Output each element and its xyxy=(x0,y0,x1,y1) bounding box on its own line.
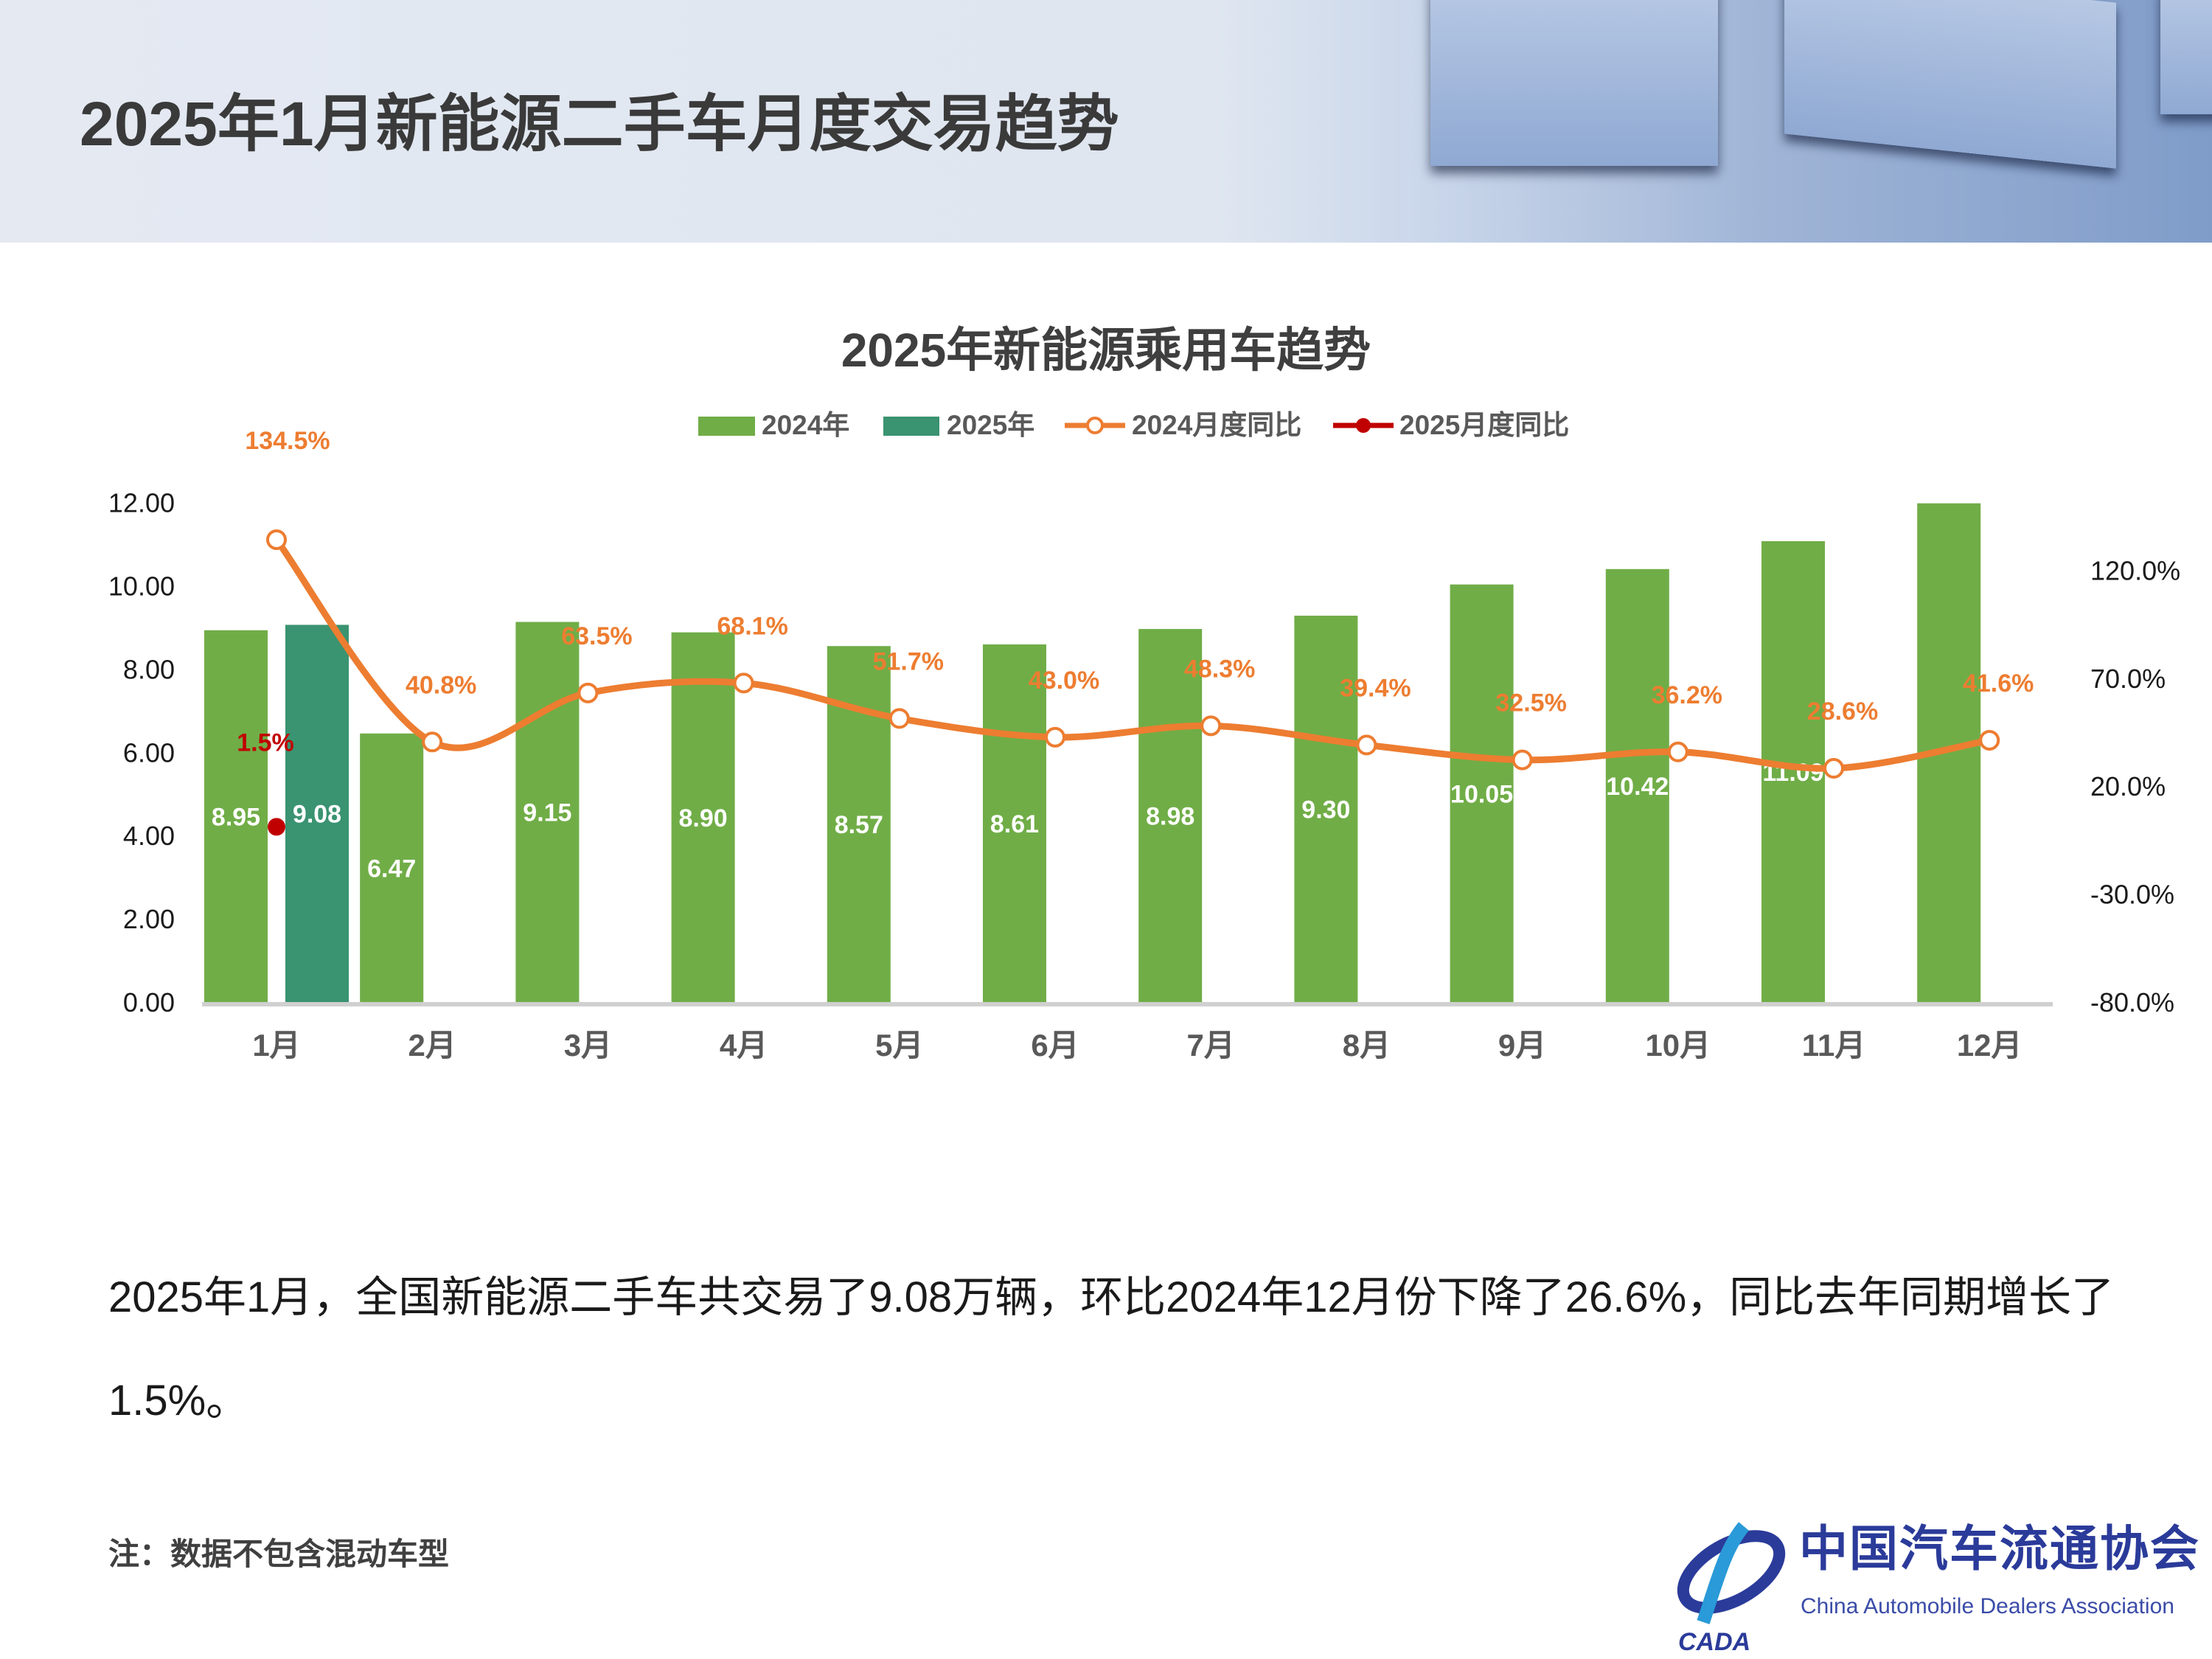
bar-label-2024: 8.98 xyxy=(1146,803,1194,831)
x-tick-label: 7月 xyxy=(1187,1028,1235,1062)
line-label-2024-yoy: 68.1% xyxy=(717,612,787,640)
combo-chart: 0.00 2.00 4.00 6.00 8.00 10.00 12.00 -80.0% -30.… xyxy=(108,427,2180,1062)
bar-2024 xyxy=(1761,540,1825,1003)
bar-label-2024: 8.95 xyxy=(212,803,260,831)
legend-swatch-2025 xyxy=(883,417,939,436)
header-decoration-cube xyxy=(2160,0,2212,114)
legend-swatch-2025-yoy xyxy=(1333,418,1394,433)
line-label-2024-yoy: 41.6% xyxy=(1963,669,2034,698)
line-label-2024-yoy: 43.0% xyxy=(1029,667,1099,695)
line-label-2024-yoy: 32.5% xyxy=(1495,689,1566,717)
x-tick-label: 5月 xyxy=(875,1028,923,1062)
x-tick-label: 2月 xyxy=(408,1028,456,1062)
x-tick-label: 11月 xyxy=(1802,1028,1865,1062)
line-point-2024-yoy xyxy=(577,682,599,703)
bar-2024 xyxy=(1294,616,1358,1003)
chart-legend: 2024年 2025年 2024月度同比 2025月度同比 xyxy=(0,409,2212,442)
y-left-tick-label: 4.00 xyxy=(123,821,175,851)
x-tick-label: 10月 xyxy=(1645,1028,1711,1062)
legend-label-2025-yoy: 2025月度同比 xyxy=(1399,410,1570,440)
footnote: 注：数据不包含混动车型 xyxy=(108,1537,450,1571)
line-point-2024-yoy xyxy=(266,529,287,550)
line-point-2024-yoy xyxy=(1045,726,1065,748)
bar-label-2024: 9.30 xyxy=(1301,796,1350,824)
line-point-2024-yoy xyxy=(1979,729,2000,751)
bar-2024 xyxy=(1138,629,1203,1003)
bar-2024 xyxy=(983,644,1046,1003)
logo-en: China Automobile Dealers Association xyxy=(1801,1594,2174,1618)
y-left-tick-label: 6.00 xyxy=(123,737,175,768)
bar-label-2024: 10.05 xyxy=(1450,780,1513,808)
cada-logo: CADA 中国汽车流通协会 China Automobile Dealers A… xyxy=(1674,1519,2205,1659)
legend-label-2025: 2025年 xyxy=(947,410,1035,440)
bar-label-2024: 10.42 xyxy=(1606,773,1669,801)
line-label-2024-yoy: 134.5% xyxy=(245,427,330,455)
x-tick-label: 1月 xyxy=(252,1028,300,1062)
x-tick-label: 6月 xyxy=(1031,1028,1079,1062)
header-banner: 2025年1月新能源二手车月度交易趋势 xyxy=(0,0,2212,243)
page-title: 2025年1月新能源二手车月度交易趋势 xyxy=(80,89,1119,159)
y-left-tick-label: 12.00 xyxy=(108,488,175,518)
line-point-2024-yoy xyxy=(1512,749,1533,771)
y-left-tick-label: 10.00 xyxy=(108,571,175,602)
line-point-2024-yoy xyxy=(1356,734,1377,756)
bar-2024 xyxy=(204,630,268,1003)
line-point-2024-yoy xyxy=(1200,715,1222,737)
summary-text: 2025年1月，全国新能源二手车共交易了9.08万辆，环比2024年12月份下降… xyxy=(108,1273,2115,1425)
line-point-2024-yoy xyxy=(888,708,910,729)
bar-label-2024: 8.57 xyxy=(835,811,883,839)
y-right-tick-label: 120.0% xyxy=(2090,555,2180,585)
x-tick-label: 3月 xyxy=(564,1028,612,1062)
x-tick-label: 8月 xyxy=(1343,1028,1391,1062)
line-point-2024-yoy xyxy=(733,672,754,694)
line-label-2024-yoy: 48.3% xyxy=(1184,655,1255,683)
line-label-2024-yoy: 40.8% xyxy=(406,671,476,699)
line-point-2024-yoy xyxy=(1667,741,1688,762)
bar-label-2025: 9.08 xyxy=(293,801,341,829)
bar-2024 xyxy=(1605,568,1669,1003)
bar-2025 xyxy=(285,625,349,1003)
legend-label-2024: 2024年 xyxy=(762,410,850,440)
bar-2024 xyxy=(671,632,735,1003)
y-right-tick-label: -80.0% xyxy=(2090,987,2174,1018)
bar-2024 xyxy=(360,733,424,1003)
bar-label-2024: 8.61 xyxy=(990,810,1039,838)
line-label-2024-yoy: 36.2% xyxy=(1652,681,1722,709)
header-decoration-cube xyxy=(1430,0,1718,166)
line-label-2024-yoy: 51.7% xyxy=(873,647,944,675)
line-label-2024-yoy: 63.5% xyxy=(561,622,632,650)
line-label-2024-yoy: 28.6% xyxy=(1807,698,1878,726)
chart-title: 2025年新能源乘用车趋势 xyxy=(841,324,1371,377)
legend-swatch-2024-yoy xyxy=(1065,417,1125,434)
logo-cn: 中国汽车流通协会 xyxy=(1799,1520,2200,1577)
y-right-tick-label: 70.0% xyxy=(2090,664,2166,694)
x-tick-label: 4月 xyxy=(720,1028,768,1062)
cada-logo-emblem-icon xyxy=(1677,1522,1786,1624)
bar-label-2024: 9.15 xyxy=(523,799,571,827)
legend-label-2024-yoy: 2024月度同比 xyxy=(1132,410,1302,440)
line-label-2025-yoy: 1.5% xyxy=(237,728,294,757)
bar-2024 xyxy=(515,622,580,1003)
y-left-tick-label: 8.00 xyxy=(123,654,175,684)
line-label-2024-yoy: 39.4% xyxy=(1340,674,1411,702)
x-tick-label: 9月 xyxy=(1498,1028,1546,1062)
legend-swatch-2024 xyxy=(698,417,755,436)
y-left-tick-label: 0.00 xyxy=(123,987,175,1018)
bar-2024 xyxy=(1450,584,1514,1003)
line-point-2025-yoy xyxy=(268,818,285,836)
line-point-2024-yoy xyxy=(422,731,443,753)
x-tick-label: 12月 xyxy=(1957,1028,2023,1062)
bar-label-2024: 6.47 xyxy=(367,855,416,883)
line-point-2024-yoy xyxy=(1823,758,1844,779)
y-right-tick-label: 20.0% xyxy=(2090,771,2166,801)
logo-abbr: CADA xyxy=(1678,1628,1751,1656)
bar-label-2024: 8.90 xyxy=(679,804,728,832)
y-right-tick-label: -30.0% xyxy=(2090,880,2174,910)
y-left-tick-label: 2.00 xyxy=(123,904,175,934)
